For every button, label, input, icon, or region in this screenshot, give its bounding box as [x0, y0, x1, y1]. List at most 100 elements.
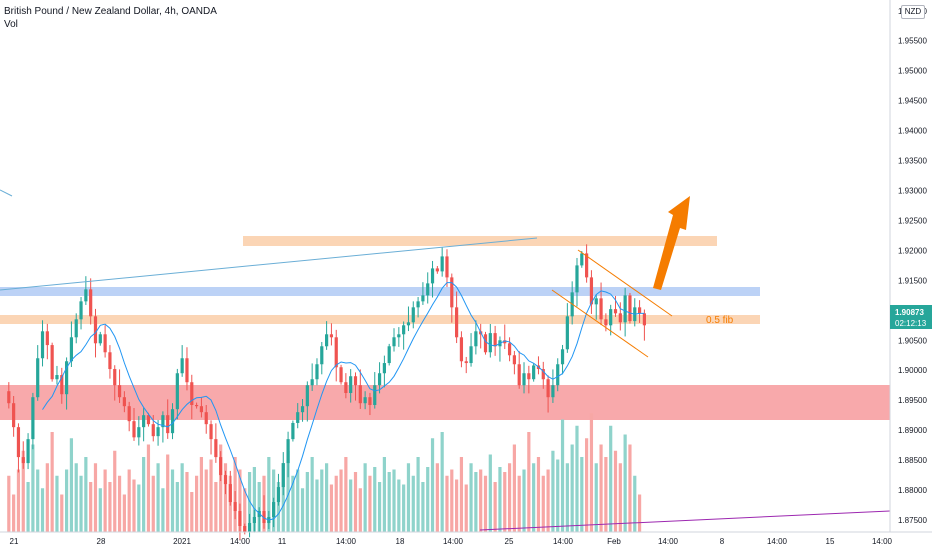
candle-body[interactable]	[89, 289, 93, 317]
candle-body[interactable]	[589, 277, 594, 305]
candle-body[interactable]	[459, 337, 464, 362]
candle-body[interactable]	[560, 349, 565, 365]
candle-body[interactable]	[580, 253, 584, 266]
candle-body[interactable]	[411, 307, 415, 323]
candle-body[interactable]	[219, 457, 223, 476]
candle-body[interactable]	[522, 373, 526, 386]
candle-body[interactable]	[300, 406, 305, 413]
bullish-arrow[interactable]	[653, 196, 690, 290]
candle-body[interactable]	[512, 355, 516, 365]
candle-body[interactable]	[474, 331, 478, 347]
candle-body[interactable]	[464, 361, 468, 364]
candle-body[interactable]	[421, 295, 425, 302]
candle-body[interactable]	[527, 373, 531, 380]
candle-body[interactable]	[426, 283, 430, 296]
candle-body[interactable]	[64, 361, 69, 395]
candle-body[interactable]	[151, 424, 155, 437]
candle-body[interactable]	[84, 289, 88, 302]
candle-body[interactable]	[50, 345, 54, 380]
trend-line-short[interactable]	[0, 189, 13, 197]
candle-body[interactable]	[257, 511, 261, 518]
candle-body[interactable]	[594, 298, 598, 305]
candle-body[interactable]	[291, 422, 295, 440]
candle-body[interactable]	[180, 358, 184, 374]
candle-body[interactable]	[122, 397, 126, 407]
candle-body[interactable]	[21, 457, 25, 464]
candle-body[interactable]	[325, 334, 329, 347]
currency-badge[interactable]: NZD	[901, 5, 925, 19]
candle-body[interactable]	[565, 316, 569, 350]
candle-body[interactable]	[45, 331, 49, 346]
price-axis[interactable]: 1.960001.955001.950001.945001.940001.935…	[889, 0, 932, 532]
candle-body[interactable]	[103, 334, 107, 353]
candle-body[interactable]	[7, 391, 11, 404]
candle-body[interactable]	[127, 406, 131, 422]
candle-body[interactable]	[262, 511, 266, 524]
candle-body[interactable]	[156, 427, 160, 437]
candle-body[interactable]	[546, 379, 550, 398]
candle-body[interactable]	[142, 415, 146, 428]
candle-body[interactable]	[637, 307, 642, 314]
candle-body[interactable]	[36, 358, 40, 398]
trend-line-upper[interactable]	[0, 237, 538, 291]
candle-body[interactable]	[618, 313, 622, 323]
symbol-title[interactable]: British Pound / New Zealand Dollar, 4h, …	[4, 6, 217, 17]
candle-body[interactable]	[609, 309, 613, 326]
candle-body[interactable]	[93, 316, 98, 344]
candle-body[interactable]	[556, 364, 560, 386]
candle-body[interactable]	[642, 313, 646, 326]
candle-body[interactable]	[575, 265, 579, 293]
candle-body[interactable]	[334, 337, 338, 368]
candle-body[interactable]	[551, 385, 555, 398]
candle-body[interactable]	[132, 421, 136, 438]
candle-body[interactable]	[469, 346, 473, 364]
candle-body[interactable]	[31, 397, 35, 440]
candle-body[interactable]	[507, 343, 512, 356]
purple-trend-line[interactable]	[479, 510, 891, 531]
candle-body[interactable]	[344, 382, 348, 394]
candle-body[interactable]	[228, 484, 232, 503]
candle-body[interactable]	[377, 373, 382, 386]
candle-body[interactable]	[79, 301, 83, 320]
candle-body[interactable]	[69, 337, 74, 362]
candle-body[interactable]	[223, 475, 228, 485]
candle-body[interactable]	[363, 397, 367, 404]
candle-body[interactable]	[161, 415, 165, 428]
candle-body[interactable]	[12, 403, 16, 428]
candle-body[interactable]	[599, 298, 603, 320]
candle-body[interactable]	[541, 369, 545, 380]
candle-body[interactable]	[503, 340, 507, 344]
candle-body[interactable]	[276, 487, 281, 503]
candle-body[interactable]	[243, 526, 247, 532]
orange-resistance-zone[interactable]	[243, 236, 717, 246]
candle-body[interactable]	[286, 439, 290, 464]
candle-body[interactable]	[305, 385, 309, 407]
candle-body[interactable]	[430, 268, 435, 284]
candle-body[interactable]	[113, 369, 117, 386]
candle-body[interactable]	[440, 256, 444, 272]
candle-body[interactable]	[296, 412, 300, 423]
candle-body[interactable]	[585, 253, 589, 278]
candle-body[interactable]	[392, 337, 396, 347]
candle-body[interactable]	[349, 376, 353, 394]
orange-fib-zone[interactable]	[0, 315, 760, 324]
candle-body[interactable]	[397, 334, 401, 338]
candle-body[interactable]	[483, 334, 488, 353]
candle-body[interactable]	[16, 427, 21, 458]
candle-body[interactable]	[373, 385, 377, 405]
candle-body[interactable]	[315, 364, 319, 380]
candle-body[interactable]	[445, 256, 449, 278]
candle-body[interactable]	[209, 424, 213, 440]
candle-body[interactable]	[137, 427, 141, 438]
candle-body[interactable]	[252, 517, 256, 524]
candle-body[interactable]	[339, 367, 343, 383]
candle-body[interactable]	[55, 375, 59, 380]
time-axis[interactable]: 21 28 2021 14:00 11 14:00 18 14:00 25 14:00 Feb 14:…	[0, 531, 932, 546]
candle-body[interactable]	[493, 333, 497, 347]
candle-body[interactable]	[238, 511, 242, 527]
candle-body[interactable]	[455, 307, 459, 338]
candle-body[interactable]	[329, 334, 334, 338]
candle-body[interactable]	[604, 319, 608, 326]
candle-body[interactable]	[450, 277, 454, 308]
candle-body[interactable]	[613, 309, 618, 314]
